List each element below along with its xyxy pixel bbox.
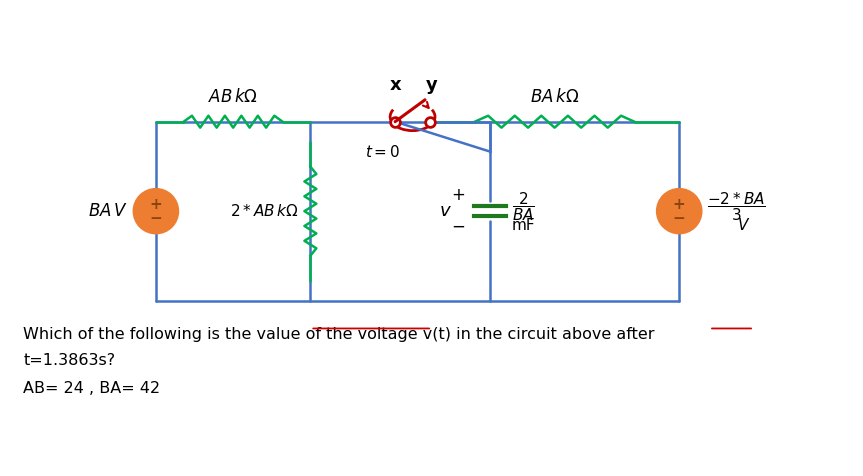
Text: $\dfrac{-2*BA}{3}$: $\dfrac{-2*BA}{3}$ [707,190,766,223]
Text: −: − [673,211,685,226]
Text: +: + [451,186,465,204]
Text: $2*AB\,k\Omega$: $2*AB\,k\Omega$ [230,203,299,219]
Text: $BA\,V$: $BA\,V$ [88,202,128,220]
Text: +: + [149,197,162,212]
Text: y: y [426,76,438,94]
Circle shape [658,189,701,233]
Text: +: + [673,197,685,212]
Text: $v$: $v$ [438,202,451,220]
Text: AB= 24 , BA= 42: AB= 24 , BA= 42 [23,381,161,396]
Text: $AB\,k\Omega$: $AB\,k\Omega$ [208,88,258,106]
Text: t=1.3863s?: t=1.3863s? [23,353,116,368]
Text: −: − [451,218,465,236]
Text: Which of the following is the value of the voltage v(t) in the circuit above aft: Which of the following is the value of t… [23,327,655,342]
Text: $V$: $V$ [737,217,750,233]
Circle shape [134,189,178,233]
Text: x: x [389,76,401,94]
Text: $t = 0$: $t = 0$ [366,144,400,159]
Text: mF: mF [512,218,535,233]
Text: $\dfrac{2}{BA}$: $\dfrac{2}{BA}$ [512,190,535,223]
Text: −: − [149,211,162,226]
Text: $BA\,k\Omega$: $BA\,k\Omega$ [530,88,579,106]
